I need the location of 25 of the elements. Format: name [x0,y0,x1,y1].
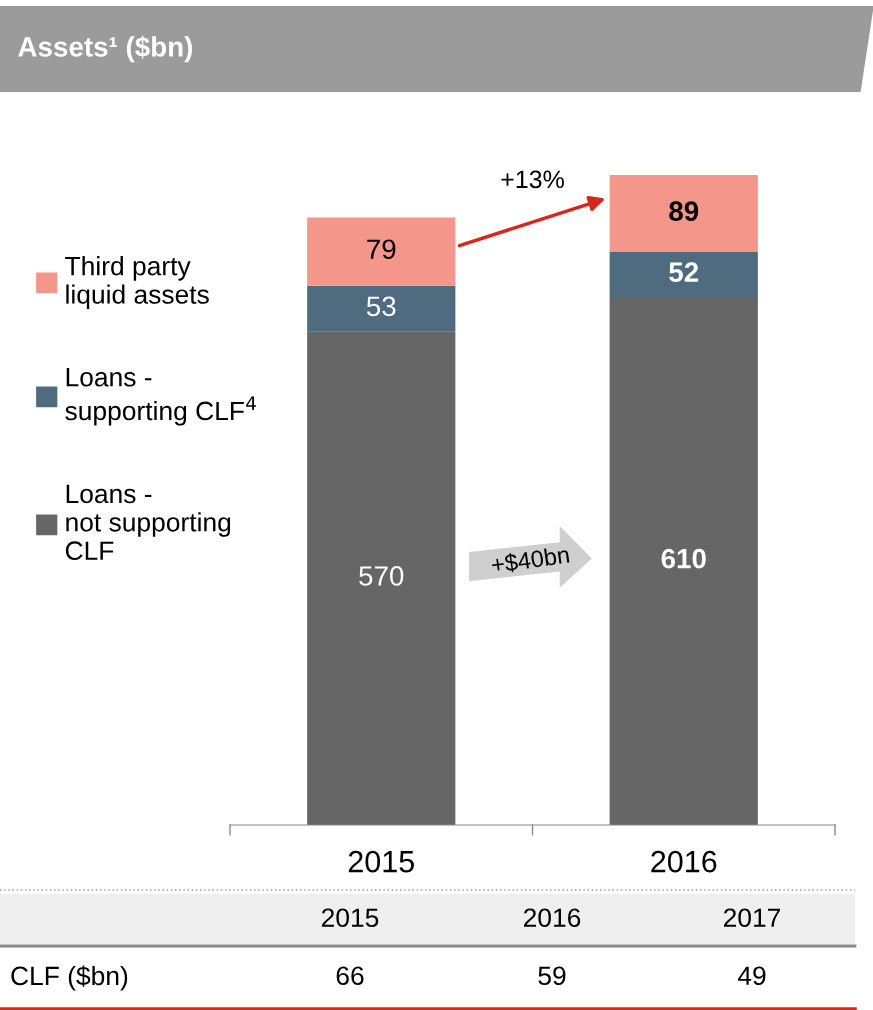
legend-label: Third party liquid assets [65,256,209,310]
annotation: +13% [501,170,564,189]
data-label: 79 [367,239,396,260]
bar [307,217,456,286]
data-label: 59 [538,966,566,986]
data-label: 53 [366,296,396,317]
bar [307,285,456,332]
category-label: 2015 [321,908,379,928]
chart-title: Assets¹ ($bn) [18,35,193,63]
annotation: +$40bn [490,545,570,575]
bar [307,331,456,825]
data-label: 66 [336,966,364,986]
data-label: 89 [669,201,699,221]
text: CLF ($bn) [11,965,128,991]
bar [609,252,758,298]
data-label: 610 [661,548,706,569]
data-label: 52 [669,262,699,282]
category-label: 2016 [523,908,581,928]
legend-label: Loans - not supporting CLF [65,484,231,561]
data-label: 570 [359,566,404,586]
bar [609,175,758,253]
data-label: 49 [737,966,766,986]
legend-label: Loans - supporting CLF$^{4}$ [65,368,256,426]
bar [609,297,758,825]
category-label: 2017 [723,908,781,928]
